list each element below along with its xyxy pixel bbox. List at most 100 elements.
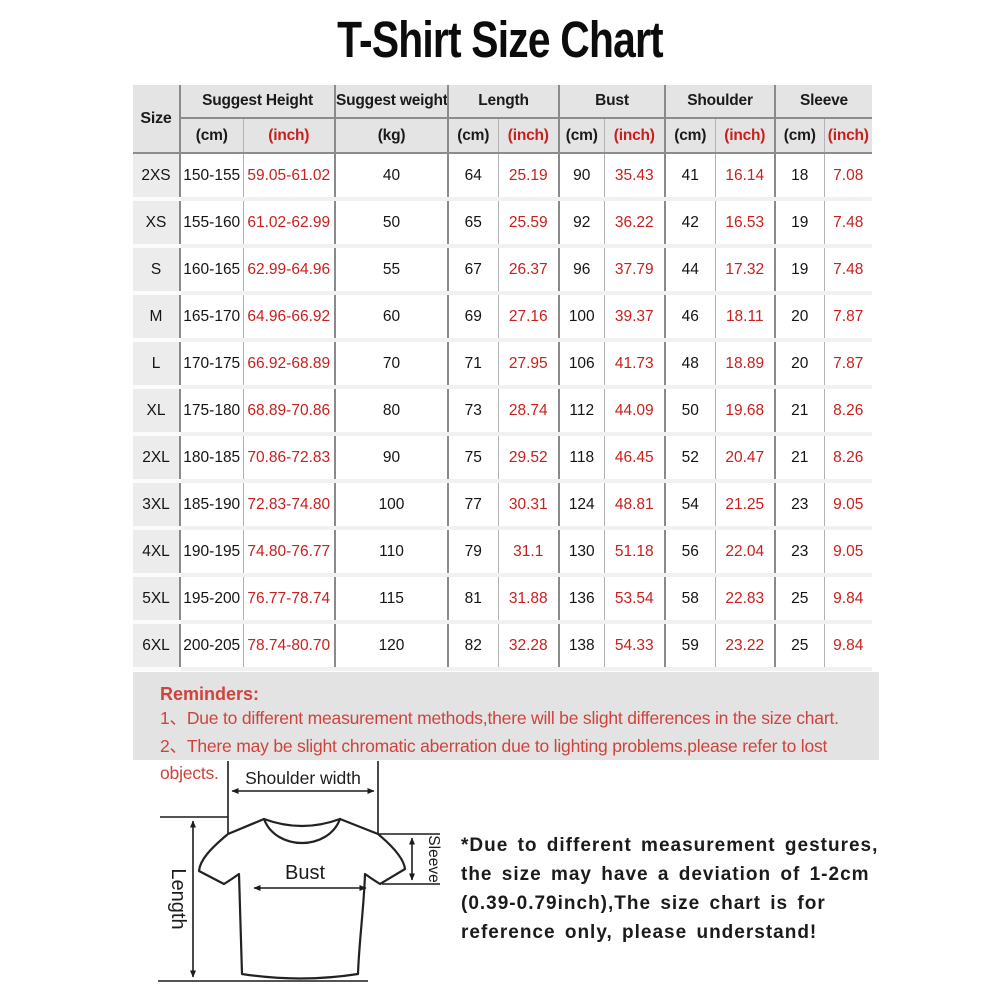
cell-length-cm: 81 [447, 575, 498, 624]
size-row: S 160-165 62.99-64.96 55 67 26.37 96 37.… [133, 246, 873, 295]
size-row: 4XL 190-195 74.80-76.77 110 79 31.1 130 … [133, 528, 873, 577]
reminders-title: Reminders: [160, 684, 260, 704]
cell-size-label: 2XS [133, 153, 180, 201]
cell-weight-kg: 115 [334, 575, 448, 624]
cell-length-inch: 31.88 [497, 575, 559, 624]
cell-bust-cm: 92 [558, 199, 604, 248]
cell-height-inch: 70.86-72.83 [242, 434, 335, 483]
cell-weight-kg: 40 [334, 153, 448, 201]
unit-bust-cm: (cm) [558, 118, 604, 154]
cell-shoulder-cm: 54 [664, 481, 715, 530]
cell-height-cm: 195-200 [179, 575, 243, 624]
cell-bust-inch: 54.33 [603, 622, 665, 671]
cell-bust-cm: 130 [558, 528, 604, 577]
cell-length-cm: 75 [447, 434, 498, 483]
cell-sleeve-inch: 7.48 [823, 199, 873, 248]
cell-sleeve-inch: 9.05 [823, 481, 873, 530]
cell-height-inch: 59.05-61.02 [242, 153, 335, 201]
cell-bust-inch: 36.22 [603, 199, 665, 248]
cell-sleeve-cm: 23 [774, 528, 825, 577]
cell-size-label: 6XL [133, 622, 180, 671]
cell-height-inch: 61.02-62.99 [242, 199, 335, 248]
cell-sleeve-cm: 21 [774, 434, 825, 483]
cell-length-inch: 32.28 [497, 622, 559, 671]
reminder-item-1: 1、Due to different measurement methods,t… [160, 708, 839, 728]
unit-length-cm: (cm) [447, 118, 498, 154]
cell-size-label: L [133, 340, 180, 389]
cell-height-cm: 180-185 [179, 434, 243, 483]
cell-shoulder-inch: 21.25 [714, 481, 776, 530]
cell-shoulder-inch: 19.68 [714, 387, 776, 436]
cell-sleeve-cm: 20 [774, 340, 825, 389]
unit-height-inch: (inch) [242, 118, 335, 154]
cell-sleeve-cm: 20 [774, 293, 825, 342]
col-header-bust: Bust [558, 85, 665, 119]
unit-bust-inch: (inch) [603, 118, 665, 154]
cell-length-cm: 69 [447, 293, 498, 342]
cell-length-cm: 82 [447, 622, 498, 671]
size-row: 2XL 180-185 70.86-72.83 90 75 29.52 118 … [133, 434, 873, 483]
cell-length-inch: 25.19 [497, 153, 559, 201]
cell-height-cm: 185-190 [179, 481, 243, 530]
cell-weight-kg: 70 [334, 340, 448, 389]
cell-bust-cm: 90 [558, 153, 604, 201]
cell-shoulder-cm: 50 [664, 387, 715, 436]
cell-shoulder-inch: 18.11 [714, 293, 776, 342]
page-title: T-Shirt Size Chart [337, 11, 663, 68]
cell-height-cm: 175-180 [179, 387, 243, 436]
cell-shoulder-inch: 23.22 [714, 622, 776, 671]
tshirt-measurement-diagram: Shoulder width Length Bust Sleeve [158, 761, 442, 982]
cell-length-cm: 64 [447, 153, 498, 201]
cell-shoulder-cm: 41 [664, 153, 715, 201]
size-table-body: 2XS 150-155 59.05-61.02 40 64 25.19 90 3… [133, 153, 873, 671]
unit-sleeve-cm: (cm) [774, 118, 825, 154]
size-row: XL 175-180 68.89-70.86 80 73 28.74 112 4… [133, 387, 873, 436]
cell-height-cm: 165-170 [179, 293, 243, 342]
group-header-row: Size Suggest Height Suggest weight Lengt… [133, 85, 873, 154]
unit-shoulder-cm: (cm) [664, 118, 715, 154]
shoulder-width-label: Shoulder width [245, 768, 361, 788]
cell-weight-kg: 120 [334, 622, 448, 671]
length-label: Length [167, 868, 189, 929]
cell-shoulder-cm: 56 [664, 528, 715, 577]
reminders-panel: Reminders: 1、Due to different measuremen… [133, 672, 879, 783]
cell-weight-kg: 60 [334, 293, 448, 342]
cell-height-inch: 66.92-68.89 [242, 340, 335, 389]
cell-weight-kg: 110 [334, 528, 448, 577]
cell-weight-kg: 55 [334, 246, 448, 295]
table-header: Size Suggest Height Suggest weight Lengt… [133, 85, 873, 154]
sleeve-measure [379, 833, 440, 885]
cell-sleeve-inch: 7.87 [823, 293, 873, 342]
cell-bust-inch: 39.37 [603, 293, 665, 342]
cell-sleeve-cm: 19 [774, 199, 825, 248]
col-header-length: Length [447, 85, 559, 119]
unit-length-inch: (inch) [497, 118, 559, 154]
unit-shoulder-inch: (inch) [714, 118, 776, 154]
cell-height-cm: 155-160 [179, 199, 243, 248]
cell-length-inch: 31.1 [497, 528, 559, 577]
cell-sleeve-inch: 9.84 [823, 575, 873, 624]
col-header-suggest-weight: Suggest weight [334, 85, 448, 119]
col-header-size: Size [133, 85, 180, 154]
cell-bust-inch: 48.81 [603, 481, 665, 530]
cell-shoulder-cm: 42 [664, 199, 715, 248]
cell-size-label: 2XL [133, 434, 180, 483]
cell-length-inch: 29.52 [497, 434, 559, 483]
cell-bust-inch: 37.79 [603, 246, 665, 295]
cell-shoulder-inch: 18.89 [714, 340, 776, 389]
cell-bust-cm: 136 [558, 575, 604, 624]
cell-shoulder-cm: 44 [664, 246, 715, 295]
shoulder-width-measure [227, 761, 379, 834]
unit-height-cm: (cm) [179, 118, 243, 154]
cell-shoulder-cm: 48 [664, 340, 715, 389]
cell-bust-inch: 35.43 [603, 153, 665, 201]
cell-bust-cm: 106 [558, 340, 604, 389]
cell-bust-inch: 44.09 [603, 387, 665, 436]
cell-length-cm: 79 [447, 528, 498, 577]
cell-sleeve-cm: 21 [774, 387, 825, 436]
size-row: 3XL 185-190 72.83-74.80 100 77 30.31 124… [133, 481, 873, 530]
cell-bust-cm: 100 [558, 293, 604, 342]
cell-shoulder-inch: 22.04 [714, 528, 776, 577]
cell-shoulder-cm: 52 [664, 434, 715, 483]
